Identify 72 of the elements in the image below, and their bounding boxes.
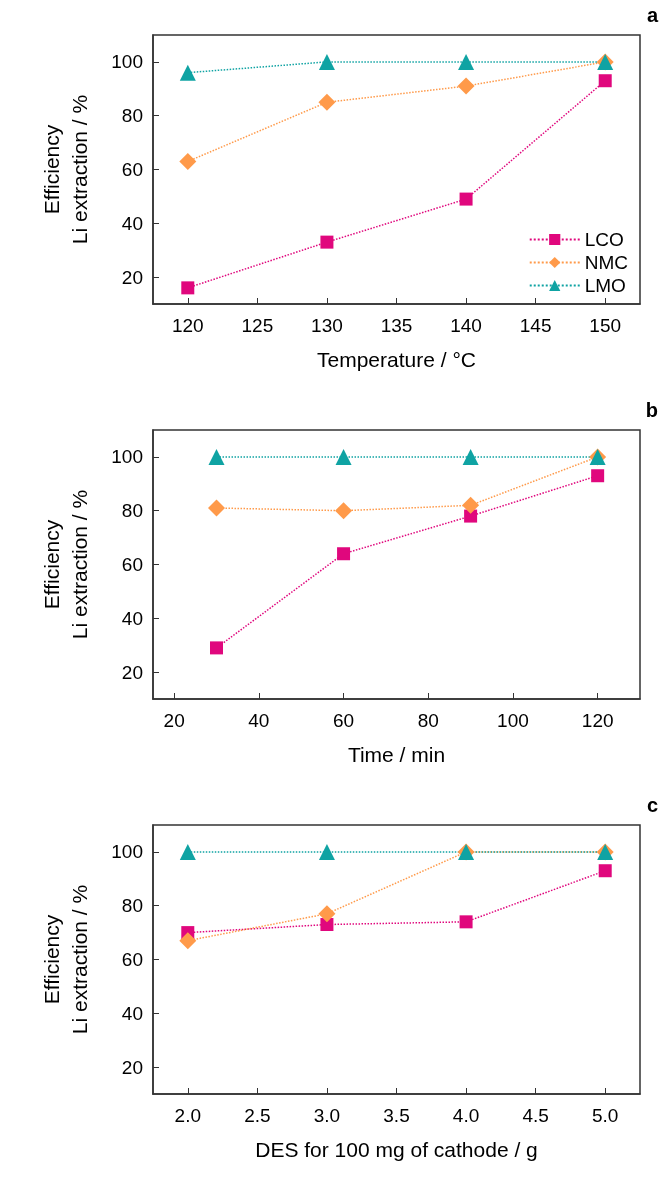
point — [459, 915, 473, 929]
point — [181, 281, 195, 295]
point — [179, 932, 197, 950]
x-tick-label: 2.5 — [244, 1105, 271, 1126]
point — [335, 502, 353, 520]
x-tick-label: 100 — [497, 710, 529, 731]
y-tick-label: 60 — [121, 554, 143, 575]
point — [337, 547, 351, 561]
legend-label: NMC — [584, 252, 629, 273]
x-axis-title: Time / min — [347, 743, 446, 766]
y-axis-title: Efficiency Li extraction / % — [39, 884, 91, 1035]
point — [335, 448, 352, 465]
point — [459, 192, 473, 206]
point — [210, 641, 224, 655]
x-tick-label: 120 — [171, 315, 204, 336]
x-tick-label: 3.5 — [383, 1105, 410, 1126]
point — [179, 64, 196, 81]
point — [598, 864, 612, 878]
point — [458, 53, 475, 70]
point — [179, 152, 197, 170]
x-tick-label: 135 — [380, 315, 413, 336]
point — [462, 496, 480, 514]
point — [591, 469, 605, 483]
chart-title: c — [646, 794, 658, 816]
y-tick-label: 20 — [121, 661, 143, 683]
x-tick-label: 120 — [581, 710, 614, 731]
y-tick-label: 80 — [121, 500, 143, 522]
y-tick-label: 20 — [121, 266, 143, 288]
point — [208, 448, 225, 465]
y-axis-title: Efficiency Li extraction / % — [39, 94, 91, 245]
y-tick-label: 100 — [111, 446, 143, 468]
y-tick-label: 100 — [111, 841, 143, 863]
x-tick-label: 80 — [417, 710, 439, 731]
y-tick-label: 60 — [121, 159, 143, 180]
x-tick-label: 3.0 — [313, 1105, 341, 1126]
point — [598, 74, 612, 88]
x-tick-label: 145 — [519, 315, 552, 336]
y-tick-label: 60 — [121, 949, 143, 970]
y-tick-label: 40 — [121, 1002, 143, 1024]
legend-label: LCO — [584, 229, 624, 250]
y-tick-label: 80 — [121, 105, 143, 127]
x-tick-label: 60 — [332, 710, 355, 731]
chart-title: b — [645, 399, 658, 421]
x-tick-label: 140 — [450, 315, 482, 336]
x-tick-label: 20 — [163, 710, 185, 731]
point — [457, 77, 475, 95]
y-tick-label: 20 — [121, 1056, 143, 1078]
x-tick-label: 130 — [311, 315, 343, 336]
x-axis-title: Temperature / °C — [317, 348, 476, 371]
chart-title: a — [646, 4, 659, 26]
y-tick-label: 40 — [121, 607, 143, 629]
point — [318, 843, 335, 860]
point — [462, 448, 479, 465]
x-tick-label: 4.0 — [452, 1105, 480, 1126]
y-tick-label: 80 — [121, 895, 143, 917]
point — [179, 843, 196, 860]
x-tick-label: 5.0 — [592, 1105, 619, 1126]
x-axis-title: DES for 100 mg of cathode / g — [255, 1138, 538, 1161]
legend-label: LMO — [584, 275, 626, 296]
y-tick-label: 100 — [111, 51, 143, 73]
y-tick-label: 40 — [121, 212, 143, 234]
x-tick-label: 2.0 — [174, 1105, 201, 1126]
point — [318, 93, 336, 111]
point — [208, 499, 226, 517]
x-tick-label: 40 — [248, 710, 270, 731]
point — [318, 905, 336, 923]
x-tick-label: 125 — [241, 315, 274, 336]
x-tick-label: 150 — [589, 315, 622, 336]
point — [318, 53, 335, 70]
y-axis-title: Efficiency Li extraction / % — [39, 489, 91, 640]
x-tick-label: 4.5 — [522, 1105, 549, 1126]
point — [320, 235, 334, 249]
